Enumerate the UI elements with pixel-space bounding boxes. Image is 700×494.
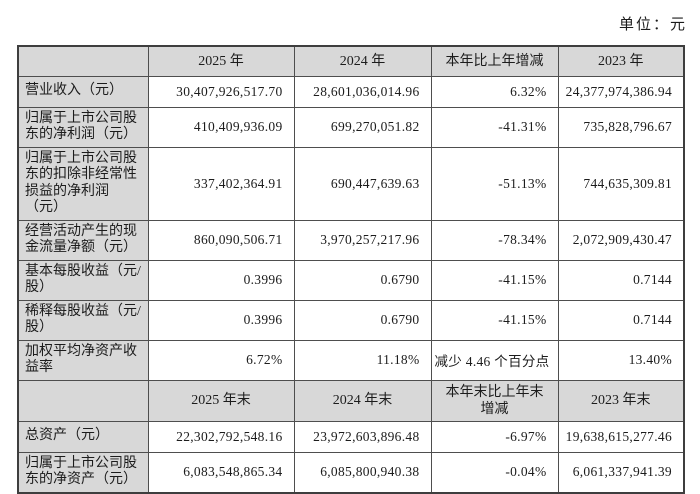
cell-value: 744,635,309.81 (557, 146, 685, 221)
row-label: 加权平均净资产收益率 (17, 339, 149, 381)
header-empty-cell (17, 45, 149, 77)
cell-value: 30,407,926,517.70 (147, 75, 295, 108)
row-label: 总资产（元） (17, 420, 149, 453)
table-header-row: 2025 年 2024 年本年比上年增减 2023 年 (17, 45, 685, 77)
unit-label: 单位：元 (618, 17, 687, 33)
cell-value: 0.6790 (293, 299, 432, 341)
column-header: 2025 年 (147, 45, 295, 77)
table-row: 归属于上市公司股东的净资产（元） 6,083,548,865.34 6,085,80… (17, 451, 685, 493)
cell-value: 2,072,909,430.47 (557, 219, 685, 261)
cell-value: 0.7144 (557, 259, 685, 301)
cell-value: 3,970,257,217.96 (293, 219, 432, 261)
cell-value: 0.3996 (147, 299, 295, 341)
table-header-row: 2025 年末 2024 年末 本年末比上年末增减 2023 年末 (17, 379, 685, 422)
cell-value: 337,402,364.91 (147, 146, 295, 221)
row-label: 稀释每股收益（元/股） (17, 299, 149, 341)
cell-value: -6.97% (430, 420, 559, 453)
row-label: 经营活动产生的现金流量净额（元） (17, 219, 149, 261)
column-header: 本年末比上年末增减 (430, 379, 559, 422)
column-header: 2024 年末 (293, 379, 432, 422)
row-label: 归属于上市公司股东的净利润（元） (17, 106, 149, 148)
table-row: 加权平均净资产收益率 6.72% 11.18% 减少 4.46 个百分点 13.40% (17, 339, 685, 381)
cell-value: 19,638,615,277.46 (557, 420, 685, 453)
cell-value: 860,090,506.71 (147, 219, 295, 261)
row-label: 归属于上市公司股东的净资产（元） (17, 451, 149, 493)
cell-value: 6,061,337,941.39 (557, 451, 685, 493)
row-label: 归属于上市公司股东的扣除非经常性损益的净利润（元） (17, 146, 149, 221)
column-header: 2024 年 (293, 45, 432, 77)
cell-value: 0.6790 (293, 259, 432, 301)
cell-value: 6.32% (430, 75, 559, 108)
table-row: 稀释每股收益（元/股） 0.3996 0.6790 -41.15% 0.7144 (17, 299, 685, 341)
cell-value: 0.7144 (557, 299, 685, 341)
table-row: 归属于上市公司股东的净利润（元） 410,409,936.09 699,270,05… (17, 106, 685, 148)
column-header: 2023 年末 (557, 379, 685, 422)
column-header: 2025 年末 (147, 379, 295, 422)
cell-value: -41.15% (430, 259, 559, 301)
cell-value: -78.34% (430, 219, 559, 261)
cell-value: 24,377,974,386.94 (557, 75, 685, 108)
cell-value: -41.31% (430, 106, 559, 148)
column-header: 本年比上年增减 (430, 45, 559, 77)
cell-value: -41.15% (430, 299, 559, 341)
cell-value: -51.13% (430, 146, 559, 221)
cell-value: 6.72% (147, 339, 295, 381)
cell-value: 11.18% (293, 339, 432, 381)
row-label: 营业收入（元） (17, 75, 149, 108)
cell-value: 690,447,639.63 (293, 146, 432, 221)
cell-value: 6,083,548,865.34 (147, 451, 295, 493)
table-row: 归属于上市公司股东的扣除非经常性损益的净利润（元） 337,402,364.91 6… (17, 146, 685, 221)
cell-value: 0.3996 (147, 259, 295, 301)
cell-value: 22,302,792,548.16 (147, 420, 295, 453)
cell-value: 410,409,936.09 (147, 106, 295, 148)
table-row: 基本每股收益（元/股） 0.3996 0.6790 -41.15% 0.7144 (17, 259, 685, 301)
financial-summary-table: 2025 年 2024 年本年比上年增减 2023 年营业收入（元） 30,407,9… (17, 45, 685, 494)
table-row: 营业收入（元） 30,407,926,517.70 28,601,036,014.9… (17, 75, 685, 108)
cell-value: 减少 4.46 个百分点 (430, 339, 559, 381)
cell-value: 23,972,603,896.48 (293, 420, 432, 453)
row-label: 基本每股收益（元/股） (17, 259, 149, 301)
cell-value: 28,601,036,014.96 (293, 75, 432, 108)
cell-value: 735,828,796.67 (557, 106, 685, 148)
table-row: 经营活动产生的现金流量净额（元） 860,090,506.71 3,970,257,… (17, 219, 685, 261)
cell-value: -0.04% (430, 451, 559, 493)
column-header: 2023 年 (557, 45, 685, 77)
cell-value: 13.40% (557, 339, 685, 381)
cell-value: 699,270,051.82 (293, 106, 432, 148)
table-row: 总资产（元） 22,302,792,548.16 23,972,603,896.48… (17, 420, 685, 453)
header-empty-cell (17, 379, 149, 422)
cell-value: 6,085,800,940.38 (293, 451, 432, 493)
